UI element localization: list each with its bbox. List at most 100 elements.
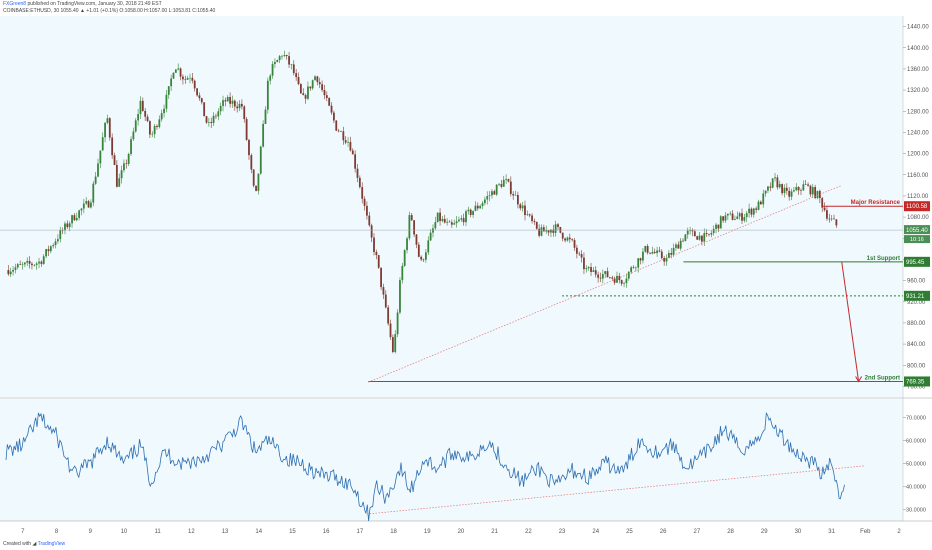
candle-body (163, 108, 165, 114)
time-tick-label: 27 (694, 529, 701, 535)
candle-body (821, 198, 824, 208)
candle-body (269, 75, 272, 81)
candle-body (465, 211, 467, 223)
candle-body (78, 210, 81, 218)
candle-body (134, 120, 137, 132)
candle-body (552, 229, 555, 233)
candle-body (389, 323, 392, 338)
candle-body (384, 294, 387, 308)
time-tick-label: 25 (626, 529, 633, 535)
candle-body (42, 256, 45, 264)
candle-body (311, 80, 314, 89)
candle-body (125, 163, 128, 164)
price-tick-label: 1200.00 (907, 152, 929, 158)
candle-body (278, 56, 281, 61)
candle-body (441, 218, 444, 222)
candle-body (66, 223, 69, 228)
candle-body (158, 119, 161, 127)
candle-body (524, 205, 526, 216)
candle-body (738, 213, 741, 217)
candle-body (184, 79, 187, 80)
candle-body (498, 184, 500, 185)
candle-body (745, 213, 748, 218)
rsi-tick-label: 70.0000 (906, 415, 926, 421)
candle-body (12, 269, 14, 272)
candle-body (111, 137, 114, 156)
countdown-tag (904, 235, 930, 244)
candle-body (295, 73, 298, 78)
time-tick-label: 16 (323, 529, 330, 535)
candle-body (500, 184, 503, 187)
candle-body (217, 111, 220, 117)
candle-body (774, 177, 776, 179)
candle-body (335, 120, 338, 131)
candle-body (262, 123, 265, 147)
candle-body (14, 267, 17, 270)
candle-body (533, 221, 536, 222)
candle-body (767, 186, 769, 191)
candle-body (373, 237, 375, 253)
candle-body (391, 337, 394, 352)
footer-brand[interactable]: TradingView (37, 541, 66, 547)
candle-body (656, 250, 658, 254)
candle-body (804, 184, 807, 185)
price-tick-label: 1160.00 (907, 173, 929, 179)
candle-body (771, 178, 774, 188)
candle-body (21, 264, 24, 265)
candle-body (276, 60, 279, 63)
candle-body (696, 236, 699, 240)
candle-body (526, 214, 529, 216)
candle-body (387, 307, 390, 324)
candle-body (153, 125, 156, 135)
candle-body (347, 141, 349, 143)
candle-body (509, 181, 512, 194)
candle-body (28, 260, 31, 264)
candle-body (785, 187, 788, 191)
candle-body (507, 179, 510, 182)
candle-body (160, 113, 163, 120)
candle-body (481, 203, 484, 206)
candle-body (620, 280, 623, 284)
candle-body (328, 98, 331, 106)
candle-body (54, 241, 57, 246)
candle-body (196, 88, 198, 96)
price-tick-label: 760.00 (907, 384, 926, 390)
candle-body (483, 199, 486, 204)
level-price-label: 1100.58 (906, 204, 928, 210)
candle-body (809, 185, 812, 195)
candle-body (80, 208, 83, 211)
candle-body (729, 213, 732, 215)
candle-body (92, 183, 95, 203)
candle-body (585, 268, 588, 270)
level-price-tag (904, 376, 930, 387)
candle-body (658, 250, 661, 252)
candle-body (663, 258, 666, 262)
candle-body (394, 334, 397, 352)
candle-body (436, 212, 439, 223)
price-tick-label: 960.00 (907, 279, 926, 285)
candle-body (793, 190, 795, 192)
candle-body (755, 208, 758, 210)
candle-body (682, 240, 684, 242)
candle-body (495, 184, 498, 195)
candle-body (191, 77, 194, 81)
candle-body (823, 207, 826, 211)
candle-body (616, 275, 618, 283)
candle-body (413, 220, 416, 235)
countdown-label: 10:16 (910, 237, 924, 243)
author-link[interactable]: FXGreen8 (3, 1, 27, 7)
candle-body (59, 230, 62, 240)
candle-body (502, 179, 505, 187)
candle-body (795, 186, 798, 191)
candle-body (667, 252, 670, 259)
candle-body (627, 271, 630, 279)
candle-body (358, 177, 361, 188)
candle-body (833, 218, 835, 220)
candle-body (99, 150, 102, 164)
candle-body (750, 208, 753, 215)
candle-body (458, 219, 460, 222)
candle-body (554, 224, 557, 233)
candle-body (634, 267, 637, 269)
candle-body (609, 277, 611, 278)
